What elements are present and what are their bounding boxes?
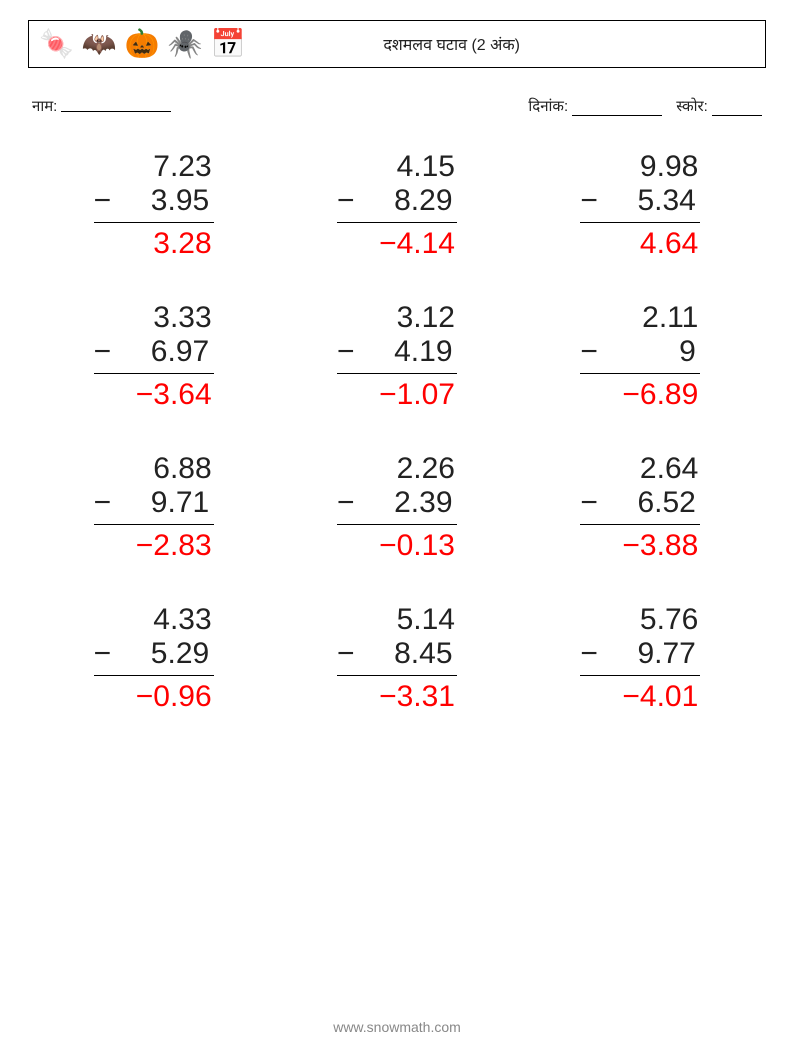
spider-icon: 🕷️	[168, 30, 203, 58]
problem: 4.33−5.29−0.96	[94, 603, 214, 714]
minuend: 3.33	[94, 301, 214, 335]
problems-grid: 7.23−3.953.28 4.15−8.29−4.14 9.98−5.344.64…	[28, 150, 766, 714]
minuend: 9.98	[580, 150, 700, 184]
subtrahend: −6.52	[580, 486, 700, 525]
result: −0.13	[337, 525, 457, 563]
problem: 2.11−9−6.89	[580, 301, 700, 412]
pumpkin-icon: 🎃	[125, 30, 160, 58]
subtrahend: −6.97	[94, 335, 214, 374]
score-blank[interactable]	[712, 100, 762, 116]
problem: 3.12−4.19−1.07	[337, 301, 457, 412]
result: 3.28	[94, 223, 214, 261]
minuend: 3.12	[337, 301, 457, 335]
result: −0.96	[94, 676, 214, 714]
problem: 7.23−3.953.28	[94, 150, 214, 261]
problem: 3.33−6.97−3.64	[94, 301, 214, 412]
subtrahend: −8.45	[337, 637, 457, 676]
subtrahend: −5.29	[94, 637, 214, 676]
problem: 5.76−9.77−4.01	[580, 603, 700, 714]
problem: 6.88−9.71−2.83	[94, 452, 214, 563]
minuend: 5.14	[337, 603, 457, 637]
subtrahend: −9	[580, 335, 700, 374]
minuend: 4.33	[94, 603, 214, 637]
result: −3.64	[94, 374, 214, 412]
result: −2.83	[94, 525, 214, 563]
result: −4.14	[337, 223, 457, 261]
subtrahend: −5.34	[580, 184, 700, 223]
minuend: 2.26	[337, 452, 457, 486]
date-label: दिनांक:	[528, 98, 568, 115]
minuend: 5.76	[580, 603, 700, 637]
score-label: स्कोर:	[676, 98, 708, 115]
subtrahend: −2.39	[337, 486, 457, 525]
result: −3.31	[337, 676, 457, 714]
info-row: नाम: दिनांक: स्कोर:	[28, 96, 766, 116]
problem: 5.14−8.45−3.31	[337, 603, 457, 714]
minuend: 2.64	[580, 452, 700, 486]
result: 4.64	[580, 223, 700, 261]
minuend: 2.11	[580, 301, 700, 335]
minuend: 4.15	[337, 150, 457, 184]
minuend: 6.88	[94, 452, 214, 486]
subtrahend: −9.77	[580, 637, 700, 676]
bat-icon: 🦇	[82, 30, 117, 58]
footer-url: www.snowmath.com	[0, 1019, 794, 1035]
result: −6.89	[580, 374, 700, 412]
problem: 2.26−2.39−0.13	[337, 452, 457, 563]
problem: 9.98−5.344.64	[580, 150, 700, 261]
subtrahend: −4.19	[337, 335, 457, 374]
problem: 2.64−6.52−3.88	[580, 452, 700, 563]
header-icons: 🍬 🦇 🎃 🕷️ 📅	[39, 30, 245, 58]
minuend: 7.23	[94, 150, 214, 184]
name-blank[interactable]	[61, 96, 171, 112]
name-label: नाम:	[32, 96, 57, 116]
subtrahend: −9.71	[94, 486, 214, 525]
subtrahend: −3.95	[94, 184, 214, 223]
worksheet-header: 🍬 🦇 🎃 🕷️ 📅 दशमलव घटाव (2 अंक)	[28, 20, 766, 68]
problem: 4.15−8.29−4.14	[337, 150, 457, 261]
worksheet-title: दशमलव घटाव (2 अंक)	[383, 33, 520, 55]
candy-icon: 🍬	[39, 30, 74, 58]
subtrahend: −8.29	[337, 184, 457, 223]
calendar-icon: 📅	[211, 30, 246, 58]
date-blank[interactable]	[572, 100, 662, 116]
result: −3.88	[580, 525, 700, 563]
result: −4.01	[580, 676, 700, 714]
result: −1.07	[337, 374, 457, 412]
